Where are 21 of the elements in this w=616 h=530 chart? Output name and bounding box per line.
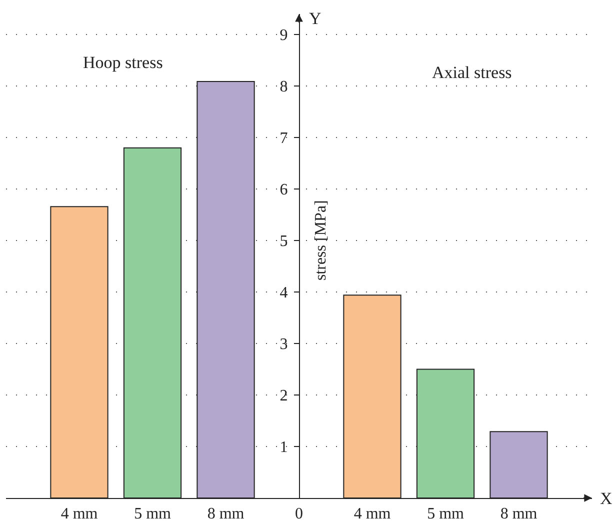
y-tick-label: 9	[280, 27, 288, 44]
annotation: Y	[309, 9, 322, 28]
annotation: Axial stress	[432, 63, 512, 82]
y-tick-label: 7	[280, 130, 288, 148]
x-tick-label: 8 mm	[207, 505, 245, 522]
y-tick-label: 4	[280, 284, 288, 302]
y-tick-label: 8	[280, 78, 288, 96]
y-tick-label: 2	[280, 388, 288, 405]
x-tick-label: 4 mm	[60, 505, 98, 522]
x-tick-label: 5 mm	[427, 505, 464, 522]
x-tick-label: 8 mm	[500, 505, 538, 522]
x-axis-title: X	[600, 489, 612, 508]
y-tick-label: 3	[280, 336, 288, 354]
y-axis-title: stress [MPa]	[312, 200, 330, 281]
y-tick-label: 1	[280, 439, 288, 456]
y-tick-label: 6	[280, 182, 288, 199]
x-tick-label: 4 mm	[354, 505, 392, 522]
x-tick-label: 0	[295, 505, 303, 522]
y-tick-label: 5	[280, 233, 288, 250]
annotation: Hoop stress	[83, 53, 163, 72]
x-tick-label: 5 mm	[134, 505, 172, 522]
